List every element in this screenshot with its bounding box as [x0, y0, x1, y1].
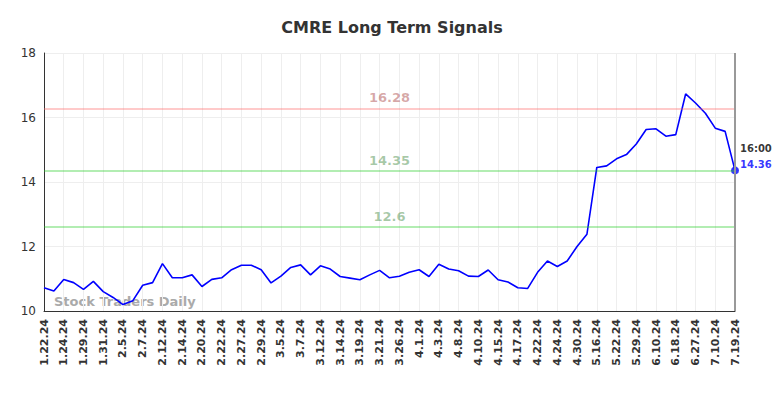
svg-text:2.12.24: 2.12.24 [156, 319, 169, 366]
svg-text:4.1.24: 4.1.24 [413, 319, 426, 358]
svg-text:4.10.24: 4.10.24 [472, 319, 485, 366]
svg-text:2.22.24: 2.22.24 [215, 319, 228, 366]
svg-text:12.6: 12.6 [373, 209, 405, 224]
svg-text:6.27.24: 6.27.24 [689, 319, 702, 366]
svg-text:7.19.24: 7.19.24 [729, 319, 742, 366]
svg-text:16.28: 16.28 [369, 90, 410, 105]
svg-text:3.12.24: 3.12.24 [314, 319, 327, 366]
svg-text:4.3.24: 4.3.24 [432, 319, 445, 358]
svg-text:4.8.24: 4.8.24 [452, 319, 465, 358]
svg-text:18: 18 [21, 46, 36, 60]
svg-text:16: 16 [21, 111, 36, 125]
svg-text:3.5.24: 3.5.24 [274, 319, 287, 358]
svg-text:1.24.24: 1.24.24 [57, 319, 70, 366]
svg-text:5.16.24: 5.16.24 [590, 319, 603, 366]
svg-text:14: 14 [21, 175, 36, 189]
svg-text:4.17.24: 4.17.24 [511, 319, 524, 366]
svg-text:12: 12 [21, 240, 36, 254]
svg-text:3.7.24: 3.7.24 [294, 319, 307, 358]
svg-text:6.18.24: 6.18.24 [669, 319, 682, 366]
svg-text:3.26.24: 3.26.24 [393, 319, 406, 366]
svg-text:2.5.24: 2.5.24 [116, 319, 129, 358]
svg-text:5.29.24: 5.29.24 [630, 319, 643, 366]
svg-text:7.10.24: 7.10.24 [709, 319, 722, 366]
svg-text:1.22.24: 1.22.24 [38, 319, 51, 366]
svg-text:14.36: 14.36 [740, 159, 772, 170]
svg-text:3.21.24: 3.21.24 [373, 319, 386, 366]
svg-text:4.30.24: 4.30.24 [571, 319, 584, 366]
svg-text:4.24.24: 4.24.24 [551, 319, 564, 366]
svg-text:10: 10 [21, 304, 36, 318]
svg-text:3.14.24: 3.14.24 [334, 319, 347, 366]
svg-text:4.22.24: 4.22.24 [531, 319, 544, 366]
svg-text:6.10.24: 6.10.24 [650, 319, 663, 366]
svg-text:2.7.24: 2.7.24 [136, 319, 149, 358]
svg-text:Stock Traders Daily: Stock Traders Daily [54, 294, 196, 309]
svg-text:3.19.24: 3.19.24 [353, 319, 366, 366]
svg-text:2.20.24: 2.20.24 [195, 319, 208, 366]
svg-text:2.29.24: 2.29.24 [255, 319, 268, 366]
svg-text:2.27.24: 2.27.24 [235, 319, 248, 366]
svg-text:16:00: 16:00 [740, 143, 772, 154]
svg-text:2.14.24: 2.14.24 [176, 319, 189, 366]
svg-text:1.31.24: 1.31.24 [97, 319, 110, 366]
svg-text:1.29.24: 1.29.24 [77, 319, 90, 366]
svg-text:4.15.24: 4.15.24 [492, 319, 505, 366]
svg-text:14.35: 14.35 [369, 153, 410, 168]
svg-text:CMRE Long Term Signals: CMRE Long Term Signals [281, 18, 503, 37]
svg-text:5.22.24: 5.22.24 [610, 319, 623, 366]
